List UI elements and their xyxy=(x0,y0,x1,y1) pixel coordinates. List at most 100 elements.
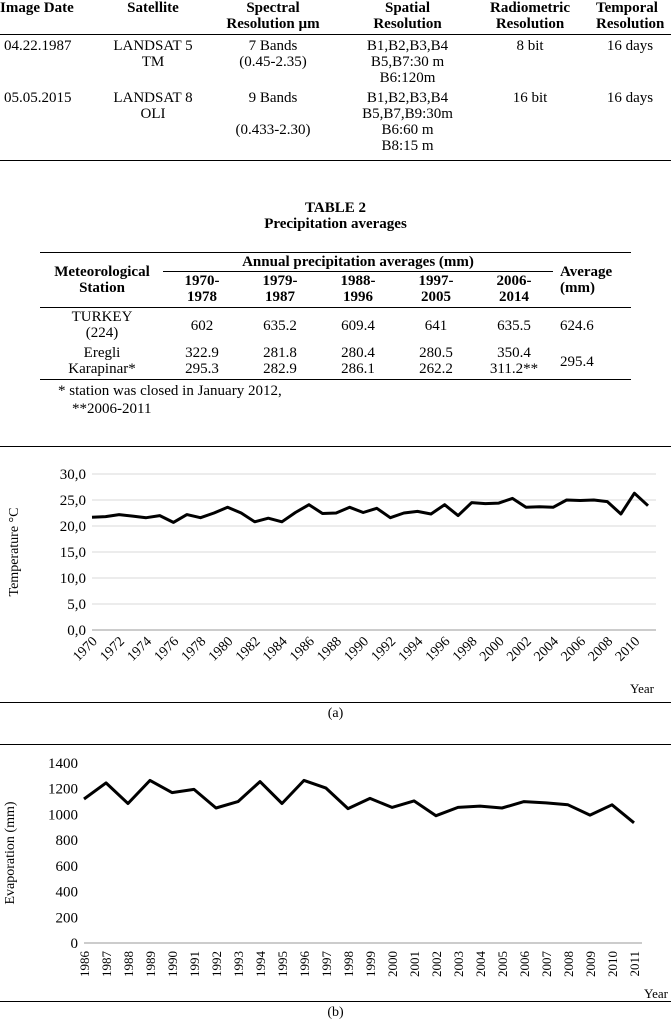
x-tick-label: 1989 xyxy=(143,951,158,977)
x-tick-label: 1976 xyxy=(152,634,182,664)
t1-header-spectral-l2: Resolution µm xyxy=(226,16,320,32)
y-tick-label: 600 xyxy=(56,859,79,875)
t2-header-station-l1: Meteorological xyxy=(54,264,150,280)
x-tick-label: 2011 xyxy=(627,951,642,977)
t2-row1-average: 624.6 xyxy=(560,318,594,334)
x-tick-label: 1990 xyxy=(165,951,180,977)
x-tick-label: 2009 xyxy=(583,951,598,977)
t1-row2-sat-l2: OLI xyxy=(140,106,166,122)
t1-row1-temporal: 16 days xyxy=(606,38,654,54)
x-tick-label: 1998 xyxy=(450,634,480,664)
t2-period-2: 1979- 1987 xyxy=(241,273,319,305)
x-tick-label: 2006 xyxy=(559,634,589,664)
t1-header-rule xyxy=(0,34,671,35)
t1-header-temporal: Temporal Resolution xyxy=(596,0,671,32)
t2-header-average-l2: (mm) xyxy=(560,280,595,296)
figure-a-top-rule xyxy=(0,446,671,447)
t1-row1-satellite: LANDSAT 5 TM xyxy=(98,38,208,70)
temperature-chart: 0,05,010,015,020,025,030,019701972197419… xyxy=(7,467,656,696)
x-tick-label: 2007 xyxy=(539,951,554,978)
t2-period-3-l1: 1988- xyxy=(340,273,376,289)
t1-header-radiometric: Radiometric Resolution xyxy=(470,0,590,32)
t2-row2-v4-top: 280.5 xyxy=(419,345,453,361)
x-tick-label: 1997 xyxy=(319,951,334,978)
y-tick-label: 0 xyxy=(71,936,79,952)
t1-row2-temporal: 16 days xyxy=(606,90,654,106)
x-tick-label: 1992 xyxy=(209,951,224,977)
x-tick-label: 2005 xyxy=(495,951,510,977)
x-tick-label: 2004 xyxy=(473,951,488,978)
x-tick-label: 1999 xyxy=(363,951,378,977)
t2-header-group: Annual precipitation averages (mm) xyxy=(242,254,474,270)
t2-row2-station: Eregli Karapinar* xyxy=(42,345,162,377)
y-tick-label: 200 xyxy=(56,910,79,926)
t2-row1-station-l1: TURKEY xyxy=(71,309,133,325)
t1-header-temporal-l1: Temporal xyxy=(596,0,658,16)
t1-row2-spec-l2 xyxy=(208,106,338,122)
t2-period-1: 1970- 1978 xyxy=(163,273,241,305)
x-tick-label: 1996 xyxy=(297,951,312,978)
t2-period-5-l1: 2006- xyxy=(496,273,532,289)
t2-period-4: 1997- 2005 xyxy=(397,273,475,305)
y-tick-label: 25,0 xyxy=(60,493,86,509)
x-tick-label: 2001 xyxy=(407,951,422,977)
x-tick-label: 1980 xyxy=(206,634,236,664)
t1-header-radiometric-l1: Radiometric xyxy=(490,0,570,16)
x-tick-label: 2010 xyxy=(605,951,620,977)
x-tick-label: 1984 xyxy=(260,634,290,664)
t1-bottom-rule xyxy=(0,160,671,161)
evaporation-chart: 0 200 400 600 800 1000 1200 1400 1986 1987 1988 198… xyxy=(3,756,669,1001)
t1-row2-spat-l3: B6:60 m xyxy=(381,122,434,138)
t2-row1-v5: 635.5 xyxy=(497,318,531,334)
x-tick-label: 1982 xyxy=(233,634,263,664)
x-tick-label: 2004 xyxy=(531,634,561,664)
t2-header-station-l2: Station xyxy=(79,280,125,296)
x-tick-label: 2003 xyxy=(451,951,466,977)
t2-top-rule xyxy=(40,252,631,253)
y-tick-label: 800 xyxy=(56,833,79,849)
t2-period-4-l2: 2005 xyxy=(421,289,451,305)
t2-row1-v2: 635.2 xyxy=(263,318,297,334)
table2-title: TABLE 2 xyxy=(305,200,366,216)
x-tick-label: 1974 xyxy=(125,634,155,664)
x-tick-label: 1996 xyxy=(423,634,453,664)
t2-group-rule xyxy=(163,271,553,272)
x-tick-label: 2008 xyxy=(561,951,576,977)
t1-row1-sat-l1: LANDSAT 5 xyxy=(113,38,193,54)
t2-row2-v1-bottom: 295.3 xyxy=(185,361,219,377)
x-tick-label: 2010 xyxy=(613,634,643,664)
t1-row1-spec-l2: (0.45-2.35) xyxy=(239,54,307,70)
x-tick-label: 2002 xyxy=(504,634,534,664)
x-tick-label: 2002 xyxy=(429,951,444,977)
y-tick-label: 5,0 xyxy=(67,597,86,613)
data-series-line xyxy=(83,778,635,824)
x-tick-label: 1994 xyxy=(253,951,268,978)
table2-subtitle: Precipitation averages xyxy=(264,216,407,232)
x-tick-label: 1993 xyxy=(231,951,246,977)
x-axis-label: Year xyxy=(630,681,655,696)
t2-row1-v4: 641 xyxy=(424,318,448,334)
t1-header-temporal-l2: Resolution xyxy=(596,16,665,32)
t2-row2-v4-bottom: 262.2 xyxy=(419,361,453,377)
t1-row2-satellite: LANDSAT 8 OLI xyxy=(98,90,208,122)
t1-row1-spec-l1: 7 Bands xyxy=(248,38,298,54)
t2-row2-average: 295.4 xyxy=(560,354,594,370)
y-tick-label: 20,0 xyxy=(60,519,86,535)
t2-row2-v5-bottom: 311.2** xyxy=(489,361,539,377)
x-tick-label: 2000 xyxy=(385,951,400,977)
data-series-line xyxy=(91,491,650,524)
t2-period-2-l1: 1979- xyxy=(262,273,298,289)
x-tick-label: 1992 xyxy=(369,634,399,664)
t2-period-1-l1: 1970- xyxy=(184,273,220,289)
t2-header-rule xyxy=(40,307,631,308)
t1-header-spatial-l2: Resolution xyxy=(373,16,442,32)
t2-row2-v3-bottom: 286.1 xyxy=(341,361,375,377)
t2-period-5-l2: 2014 xyxy=(499,289,529,305)
t2-row1-v1: 602 xyxy=(190,318,214,334)
t1-row1-date: 04.22.1987 xyxy=(4,38,72,54)
y-axis-label: Temperature °C xyxy=(7,508,22,597)
t1-row1-spatial: B1,B2,B3,B4 B5,B7:30 m B6:120m xyxy=(345,38,470,86)
t2-period-3: 1988- 1996 xyxy=(319,273,397,305)
t2-row2-v4: 280.5 262.2 xyxy=(397,345,475,377)
t1-header-spectral: Spectral Resolution µm xyxy=(208,0,338,32)
